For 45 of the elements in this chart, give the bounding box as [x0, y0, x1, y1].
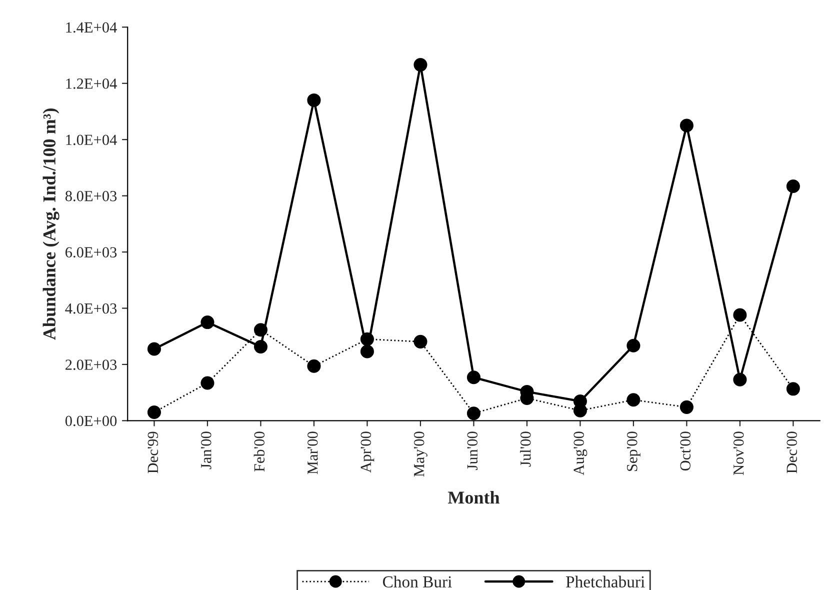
y-tick-label: 1.0E+04	[66, 134, 117, 146]
point	[360, 344, 374, 358]
x-tick-label: Dec'00	[786, 432, 798, 474]
y-tick-label: 4.0E+03	[65, 303, 117, 314]
point	[626, 338, 640, 352]
point	[254, 340, 268, 354]
y-axis-title: Abundance (Avg. Ind./100 m³)	[42, 108, 60, 340]
y-tick-label: 1.4E+04	[66, 22, 117, 33]
x-tick-label: Mar'00	[307, 432, 318, 474]
point	[466, 406, 480, 420]
point	[147, 405, 161, 420]
point	[786, 382, 800, 396]
x-tick-label: Oct'00	[680, 432, 691, 471]
legend-label: Chon Buri	[382, 576, 452, 588]
point	[626, 393, 640, 407]
y-tick-label: 2.0E+03	[66, 360, 117, 370]
point	[680, 118, 694, 132]
point	[147, 342, 161, 356]
x-tick-label: Jun'00	[467, 432, 478, 470]
point	[414, 334, 428, 348]
x-axis-title: Month	[448, 491, 500, 504]
point	[307, 93, 321, 107]
point	[200, 316, 214, 330]
x-tick-label: Dec'99	[148, 432, 158, 474]
point	[680, 400, 694, 414]
point	[414, 58, 428, 72]
point	[466, 370, 480, 384]
point	[786, 179, 800, 194]
y-tick-label: 1.2E+04	[66, 78, 117, 89]
point	[733, 372, 747, 386]
x-tick-label: Nov'00	[733, 432, 744, 475]
x-tick-label: May'00	[414, 432, 428, 477]
x-tick-label: Jan'00	[200, 432, 212, 470]
y-tick-label: 0.0E+00	[65, 416, 117, 426]
x-tick-label: Feb'00	[254, 432, 265, 472]
x-tick-label: Apr'00	[360, 432, 374, 473]
x-tick-label: Sep'00	[626, 432, 640, 472]
x-tick-label: Aug'00	[574, 432, 588, 476]
y-tick-label: 6.0E+03	[66, 247, 117, 258]
point	[200, 376, 214, 390]
point	[307, 359, 321, 373]
point	[733, 308, 747, 322]
legend-label: Phetchaburi	[566, 576, 645, 588]
y-tick-label: 8.0E+03	[65, 190, 117, 202]
x-tick-label: Jul'00	[520, 432, 531, 467]
